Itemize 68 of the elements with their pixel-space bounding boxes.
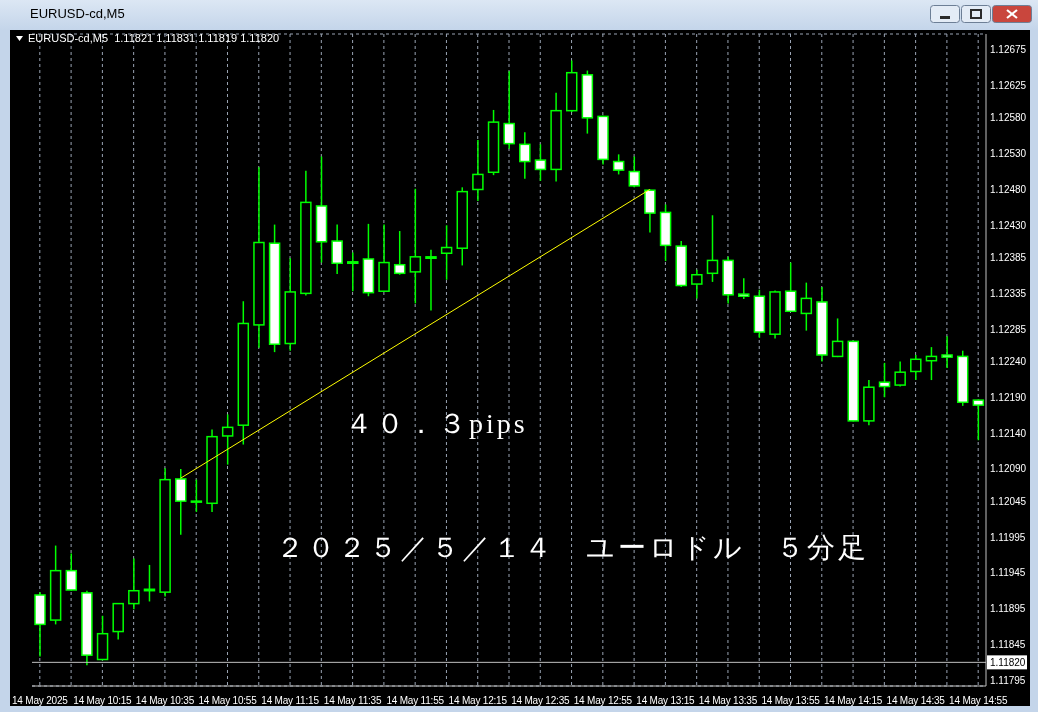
candlestick xyxy=(691,268,703,300)
candlestick xyxy=(472,139,484,202)
x-tick-label: 14 May 13:15 xyxy=(636,695,696,706)
y-tick-label: 1.12140 xyxy=(990,427,1027,439)
x-tick-label: 14 May 13:35 xyxy=(698,695,758,706)
candlestick xyxy=(128,557,140,611)
chart-title: EURUSD-cd,M5 xyxy=(30,6,125,21)
x-tick-label: 14 May 11:35 xyxy=(323,695,382,706)
candlestick xyxy=(784,261,797,313)
candlestick xyxy=(503,70,515,150)
y-tick-label: 1.12335 xyxy=(990,287,1027,299)
candlestick xyxy=(331,223,343,275)
y-tick-label: 1.12090 xyxy=(990,463,1027,475)
x-tick-label: 14 May 11:15 xyxy=(261,695,320,706)
x-tick-label: 14 May 12:15 xyxy=(448,695,508,706)
candlestick xyxy=(221,413,234,466)
y-tick-label: 1.11895 xyxy=(990,603,1026,615)
candlestick xyxy=(440,224,453,281)
y-tick-label: 1.12530 xyxy=(990,148,1027,160)
annotation: ４０．３pips xyxy=(345,408,528,439)
y-tick-label: 1.12430 xyxy=(990,219,1027,231)
candlestick xyxy=(175,468,187,536)
y-tick-label: 1.12385 xyxy=(990,252,1027,264)
candlestick xyxy=(190,478,203,513)
x-tick-label: 14 May 12:55 xyxy=(573,695,633,706)
candlestick xyxy=(612,153,625,176)
candlestick xyxy=(65,552,78,592)
y-tick-label: 1.12190 xyxy=(990,391,1027,403)
candlestick xyxy=(425,248,437,312)
y-tick-label: 1.12240 xyxy=(990,355,1027,367)
x-tick-label: 14 May 11:55 xyxy=(386,695,445,706)
x-tick-label: 14 May 14:15 xyxy=(823,695,883,706)
x-tick-label: 14 May 13:55 xyxy=(761,695,821,706)
y-tick-label: 1.11845 xyxy=(990,638,1026,650)
y-tick-label: 1.12480 xyxy=(990,184,1027,196)
candlestick xyxy=(347,251,359,292)
candlestick xyxy=(941,335,953,369)
candlestick xyxy=(831,317,844,358)
chart-subtitle: EURUSD-cd,M5 1.11821 1.11831 1.11819 1.11820 xyxy=(28,32,280,44)
candlestick xyxy=(409,188,422,305)
candlestick xyxy=(519,131,531,180)
annotation: ２０２５／５／１４ ユーロドル ５分足 xyxy=(276,532,869,563)
y-tick-label: 1.11795 xyxy=(990,674,1026,686)
x-tick-label: 14 May 10:15 xyxy=(73,695,133,706)
candlestick xyxy=(738,277,750,300)
x-tick-label: 14 May 10:55 xyxy=(198,695,258,706)
candlestick xyxy=(910,354,922,381)
y-tick-label: 1.12045 xyxy=(990,495,1027,507)
x-tick-label: 14 May 12:35 xyxy=(511,695,571,706)
candlestick xyxy=(972,398,985,441)
y-tick-label: 1.11945 xyxy=(990,567,1026,579)
candlestick xyxy=(628,155,641,189)
candlestick xyxy=(534,143,547,182)
x-tick-label: 14 May 14:55 xyxy=(949,695,1008,706)
y-tick-label: 1.12580 xyxy=(990,112,1027,124)
x-tick-label: 14 May 2025 xyxy=(12,695,69,706)
candlestick xyxy=(800,281,813,332)
candlestick xyxy=(644,188,656,234)
x-tick-label: 14 May 10:35 xyxy=(135,695,195,706)
candlestick xyxy=(878,362,891,399)
candlestick xyxy=(706,214,719,283)
x-tick-label: 14 May 14:35 xyxy=(886,695,946,706)
y-tick-label: 1.12675 xyxy=(990,44,1027,56)
candlestick xyxy=(393,230,406,276)
y-tick-label: 1.11995 xyxy=(990,531,1026,543)
y-tick-label: 1.12625 xyxy=(990,80,1027,92)
candlestick xyxy=(894,360,906,388)
y-tick-label: 1.12285 xyxy=(990,323,1027,335)
